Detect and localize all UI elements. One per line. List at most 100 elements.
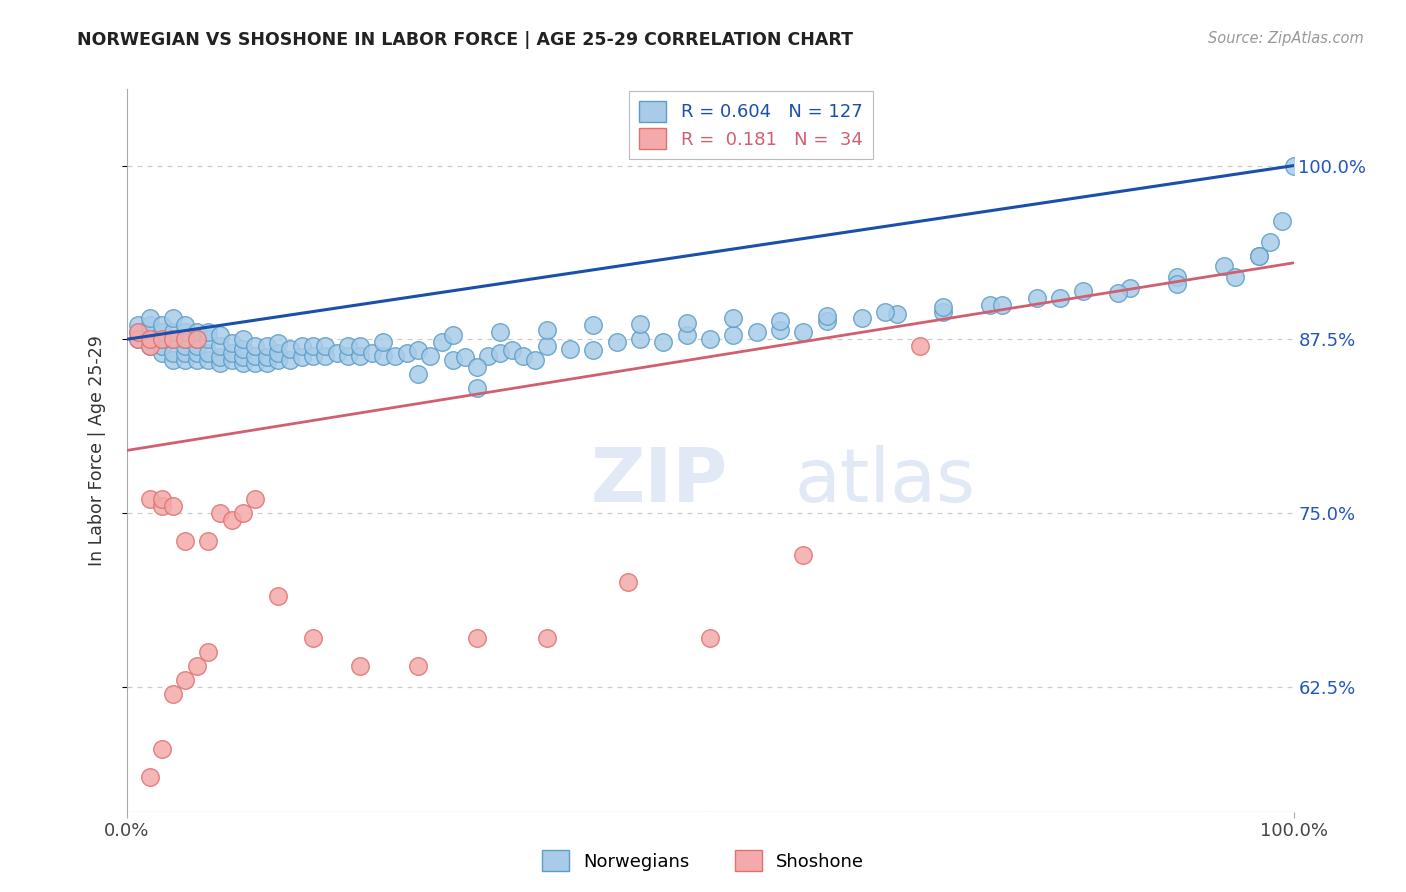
Point xyxy=(174,332,197,346)
Point xyxy=(373,334,395,349)
Point xyxy=(267,346,290,360)
Point xyxy=(337,339,360,353)
Point xyxy=(221,513,243,527)
Point xyxy=(302,339,325,353)
Point xyxy=(1258,235,1281,249)
Point xyxy=(675,316,697,330)
Point xyxy=(1166,269,1188,284)
Point xyxy=(197,326,219,340)
Point xyxy=(139,339,162,353)
Point xyxy=(174,339,197,353)
Point xyxy=(197,645,219,659)
Point xyxy=(127,326,149,340)
Point xyxy=(150,326,173,340)
Point xyxy=(139,326,162,340)
Point xyxy=(769,314,792,328)
Point xyxy=(278,342,301,356)
Point xyxy=(419,349,441,363)
Point xyxy=(617,575,640,590)
Point xyxy=(208,328,231,343)
Point xyxy=(1049,291,1071,305)
Point xyxy=(523,353,546,368)
Point xyxy=(769,322,792,336)
Point xyxy=(512,349,534,363)
Point xyxy=(465,631,488,645)
Point xyxy=(1247,249,1270,263)
Point xyxy=(815,309,838,323)
Point xyxy=(723,328,745,343)
Point xyxy=(139,332,162,346)
Point xyxy=(349,349,371,363)
Point xyxy=(1271,214,1294,228)
Point xyxy=(256,356,278,370)
Point xyxy=(408,658,430,673)
Point xyxy=(979,297,1001,311)
Point xyxy=(127,332,149,346)
Point xyxy=(232,506,254,520)
Point xyxy=(174,673,197,687)
Point xyxy=(536,339,558,353)
Point xyxy=(465,360,488,375)
Point xyxy=(139,318,162,333)
Point xyxy=(408,367,430,381)
Point xyxy=(652,334,675,349)
Point xyxy=(408,343,430,358)
Point xyxy=(373,349,395,363)
Point xyxy=(162,346,184,360)
Point xyxy=(186,332,208,346)
Point xyxy=(174,332,197,346)
Point xyxy=(267,590,290,604)
Point xyxy=(186,658,208,673)
Point xyxy=(745,326,768,340)
Point xyxy=(162,687,184,701)
Legend: Norwegians, Shoshone: Norwegians, Shoshone xyxy=(534,843,872,879)
Point xyxy=(197,332,219,346)
Point xyxy=(314,349,336,363)
Point xyxy=(606,334,628,349)
Point xyxy=(197,346,219,360)
Point xyxy=(232,342,254,356)
Point xyxy=(290,339,312,353)
Point xyxy=(1247,249,1270,263)
Point xyxy=(162,332,184,346)
Point xyxy=(302,631,325,645)
Point xyxy=(186,326,208,340)
Point xyxy=(232,332,254,346)
Legend: R = 0.604   N = 127, R =  0.181   N =  34: R = 0.604 N = 127, R = 0.181 N = 34 xyxy=(630,91,873,159)
Point xyxy=(851,311,873,326)
Point xyxy=(290,351,312,365)
Point xyxy=(208,351,231,365)
Point xyxy=(162,311,184,326)
Point xyxy=(337,349,360,363)
Point xyxy=(477,349,499,363)
Point xyxy=(1073,284,1095,298)
Point xyxy=(127,318,149,333)
Point xyxy=(232,351,254,365)
Point xyxy=(127,332,149,346)
Point xyxy=(127,326,149,340)
Text: Source: ZipAtlas.com: Source: ZipAtlas.com xyxy=(1208,31,1364,46)
Point xyxy=(150,332,173,346)
Point xyxy=(150,332,173,346)
Point xyxy=(150,339,173,353)
Point xyxy=(186,353,208,368)
Point xyxy=(139,339,162,353)
Point xyxy=(302,349,325,363)
Point xyxy=(197,353,219,368)
Point xyxy=(441,328,464,343)
Point xyxy=(990,297,1012,311)
Point xyxy=(1025,291,1047,305)
Point xyxy=(349,339,371,353)
Point xyxy=(243,492,266,507)
Point xyxy=(174,353,197,368)
Point xyxy=(582,318,605,333)
Point xyxy=(349,658,371,673)
Point xyxy=(1282,159,1305,173)
Point xyxy=(558,342,581,356)
Point xyxy=(267,353,290,368)
Point xyxy=(792,548,814,562)
Point xyxy=(174,346,197,360)
Point xyxy=(162,332,184,346)
Point xyxy=(628,317,651,331)
Point xyxy=(384,349,406,363)
